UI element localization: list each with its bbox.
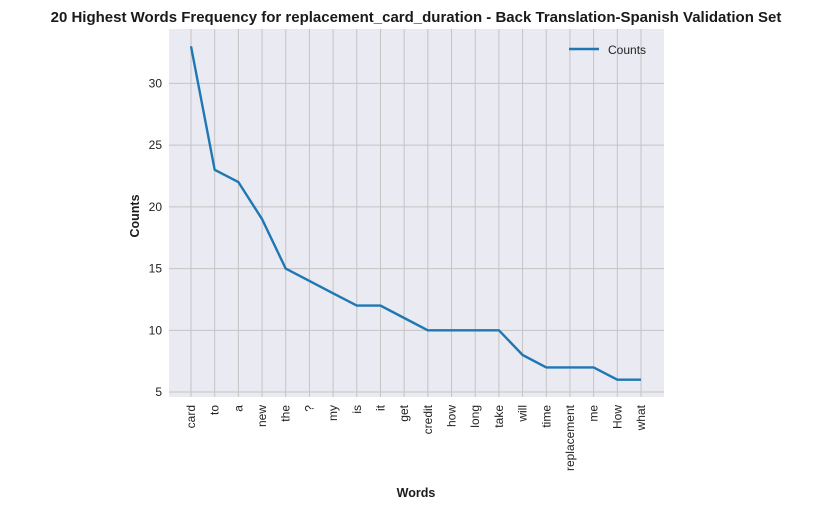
x-tick-label: time [539, 405, 553, 428]
x-tick-label: How [610, 405, 624, 429]
x-tick-label: take [492, 405, 506, 428]
y-tick-label: 15 [149, 262, 163, 276]
x-tick-label: ? [302, 405, 316, 412]
chart-title: 20 Highest Words Frequency for replaceme… [51, 9, 782, 26]
x-tick-label: the [279, 405, 293, 422]
x-tick-label: my [326, 405, 340, 421]
plot-area [169, 29, 664, 397]
y-tick-label: 20 [149, 200, 163, 214]
x-tick-label: a [231, 405, 245, 412]
x-tick-label: it [373, 404, 387, 411]
x-tick-label: what [634, 404, 648, 431]
y-tick-label: 5 [155, 385, 162, 399]
x-tick-label: get [397, 404, 411, 421]
y-tick-label: 25 [149, 138, 163, 152]
x-tick-label: me [587, 405, 601, 422]
legend: Counts [569, 43, 646, 57]
x-tick-label: card [184, 405, 198, 428]
x-tick-label: how [445, 405, 459, 427]
y-axis-label: Counts [128, 194, 142, 237]
x-tick-label: new [255, 405, 269, 427]
legend-label: Counts [608, 43, 646, 57]
y-tick-label: 10 [149, 323, 163, 337]
x-tick-label: long [468, 405, 482, 428]
x-axis-ticks: card to a new the? my is it get credit how long take… [184, 404, 648, 471]
x-axis-label: Words [397, 486, 436, 500]
x-tick-label: credit [421, 404, 435, 434]
x-tick-label: will [516, 405, 530, 423]
x-tick-label: replacement [563, 404, 577, 471]
series-line-counts [189, 46, 641, 381]
x-tick-label: is [350, 405, 364, 414]
y-axis-ticks: 5 10 15 20 25 30 [149, 76, 163, 399]
grid [169, 29, 664, 397]
y-tick-label: 30 [149, 76, 163, 90]
x-tick-label: to [208, 405, 222, 415]
